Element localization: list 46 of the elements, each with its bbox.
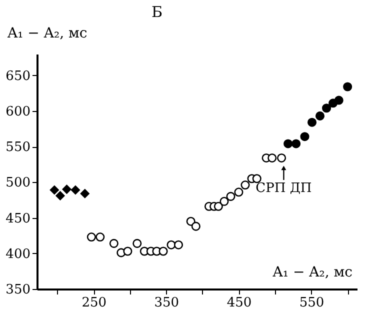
point [307,118,317,127]
point [80,189,90,198]
y-tick-label: 650 [6,68,30,84]
point [123,246,132,256]
point [56,191,65,200]
y-tick-label: 500 [6,176,30,191]
x-tick-label: 550 [299,296,324,310]
point [226,192,236,201]
point [158,246,168,256]
point [240,180,250,190]
point [268,153,277,162]
point [322,104,332,113]
point [292,139,301,148]
point [166,240,176,250]
point [191,222,200,231]
point [50,185,59,195]
point [334,96,344,105]
point [277,153,286,162]
x-axis-title: A₁ − A₂, мс [272,264,353,280]
x-tick-label: 250 [82,296,107,310]
x-tick-label: 350 [154,296,180,310]
chart-title: Б [151,3,163,21]
y-axis-title: A₁ − A₂, мс [6,26,88,42]
point [343,82,352,92]
point [109,238,118,248]
y-tick-label: 600 [6,104,30,120]
point [132,238,142,248]
y-tick-label: 350 [6,282,30,298]
point [214,202,223,211]
annotation: СРП ДП [256,180,312,196]
point [220,196,229,206]
x-tick-label: 450 [226,296,252,310]
point [96,232,105,242]
point [284,139,293,148]
point [86,232,96,242]
y-tick-label: 450 [6,211,30,226]
point [315,111,325,120]
point [234,188,244,197]
point [62,184,72,194]
point [174,240,184,250]
point [300,132,310,142]
y-tick-label: 550 [6,140,30,156]
point [70,185,80,195]
y-tick-label: 400 [6,246,30,262]
point [252,174,262,184]
point [186,216,196,226]
